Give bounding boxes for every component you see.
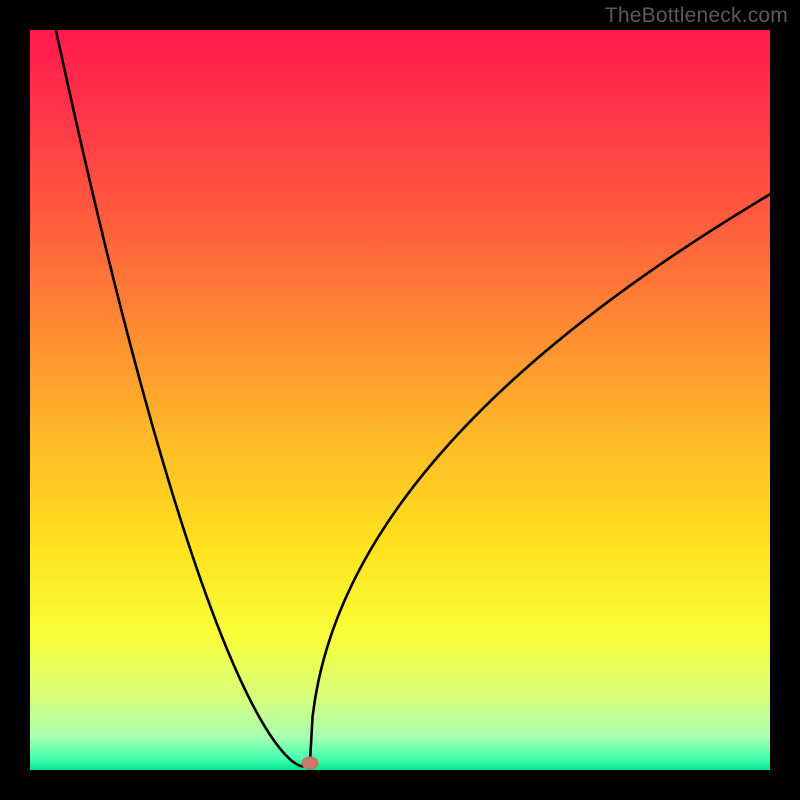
bottleneck-curve <box>30 30 770 770</box>
minimum-marker <box>301 756 318 769</box>
plot-area <box>30 30 770 770</box>
watermark-text: TheBottleneck.com <box>605 4 788 28</box>
